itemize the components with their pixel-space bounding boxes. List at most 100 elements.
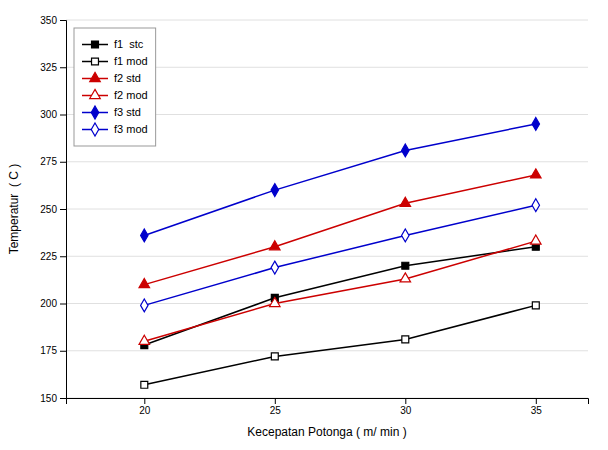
grid [66,20,588,398]
y-tick-label: 275 [40,156,57,167]
y-tick: 325 [40,62,66,73]
y-tick-mark [60,304,66,305]
y-tick-mark [60,20,66,21]
x-tick-mark [405,398,406,404]
y-tick-mark [60,256,66,257]
series [139,169,541,288]
legend: f1 stc f1 mod f2 std f2 mod f3 std f3 mod [74,28,156,146]
legend-label: f2 std [114,72,141,84]
series-line [144,205,536,305]
x-axis-line [67,399,589,405]
y-tick-label: 175 [40,345,57,356]
point-marker [402,144,409,157]
legend-marker [92,41,99,48]
x-tick-mark [536,398,537,404]
y-tick: 150 [40,393,66,404]
x-axis-title: Kecepatan Potonga ( m/ min ) [247,425,406,439]
legend-marker [91,106,98,119]
series-line [144,241,536,341]
point-marker [271,353,278,360]
series [141,118,540,242]
y-grid-line [66,20,588,21]
legend-label: f3 mod [114,123,148,135]
point-marker [531,169,542,178]
point-marker [271,184,278,197]
legend-item: f1 mod [82,55,148,67]
y-tick-label: 300 [40,109,57,120]
legend-item: f2 mod [82,89,148,101]
point-marker [270,297,281,306]
legend-label: f1 stc [114,38,144,50]
y-grid-line [66,161,588,162]
x-tick-label: 20 [139,405,151,416]
point-marker [141,381,148,388]
legend-marker [91,123,98,136]
x-tick-label: 25 [270,405,282,416]
y-grid-line [66,350,588,351]
y-tick-mark [60,351,66,352]
point-marker [402,229,409,242]
x-axis: 20 25 30 35 [67,398,589,416]
x-tick: 25 [270,398,282,416]
x-tick: 20 [139,398,151,416]
point-marker [400,197,411,206]
point-marker [139,279,150,288]
y-tick: 275 [40,156,66,167]
legend-item: f1 stc [82,38,144,50]
y-tick: 225 [40,251,66,262]
y-tick: 300 [40,109,66,120]
y-tick: 200 [40,298,66,309]
legend-marker [90,89,101,98]
y-tick-mark [60,398,66,399]
plot-area [139,118,541,389]
y-grid-line [66,209,588,210]
point-marker [271,261,278,274]
y-tick-mark [60,67,66,68]
point-marker [532,302,539,309]
legend-item: f3 std [82,106,141,119]
point-marker [400,273,411,282]
series-line [144,175,536,285]
y-tick: 250 [40,204,66,215]
legend-box [74,28,156,146]
x-tick: 35 [531,398,543,416]
y-axis-title: Temperatur ( C ) [7,164,21,255]
point-marker [139,335,150,344]
legend-marker [92,58,99,65]
y-grid-line [66,256,588,257]
point-marker [141,229,148,242]
x-tick-label: 30 [400,405,412,416]
y-tick-mark [60,209,66,210]
y-tick-label: 350 [40,15,57,26]
x-tick-mark [144,398,145,404]
y-axis-line [60,21,67,399]
legend-label: f1 mod [114,55,148,67]
series [141,243,539,348]
y-tick-label: 150 [40,393,57,404]
y-tick: 350 [40,15,66,26]
legend-label: f3 std [114,106,141,118]
y-tick-mark [60,162,66,163]
point-marker [270,241,281,250]
legend-label: f2 mod [114,89,148,101]
point-marker [402,336,409,343]
point-marker [402,262,409,269]
series [141,302,539,388]
point-marker [141,299,148,312]
point-marker [532,118,539,131]
y-tick-label: 325 [40,62,57,73]
series [141,199,540,312]
legend-item: f2 std [82,72,141,84]
legend-item: f3 mod [82,123,148,136]
legend-marker [90,72,101,81]
y-tick-label: 225 [40,251,57,262]
y-tick-label: 250 [40,204,57,215]
x-tick-label: 35 [531,405,543,416]
point-marker [532,199,539,212]
x-tick: 30 [400,398,412,416]
chart: 20 25 30 35 150 175 200 225 250 275 300 325 350 Kecep… [0,0,608,450]
x-tick-mark [275,398,276,404]
series-line [144,305,536,384]
point-marker [531,235,542,244]
series-line [144,247,536,345]
